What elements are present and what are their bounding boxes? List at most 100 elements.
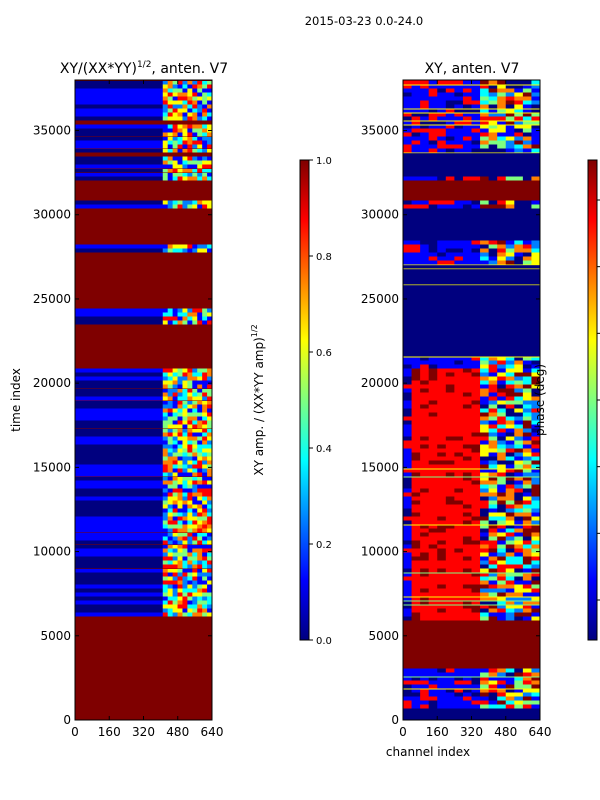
heatmap1-cell [202, 556, 208, 561]
heatmap2-cell [480, 544, 490, 549]
heatmap1-cell [162, 580, 169, 585]
heatmap2-cell [428, 572, 438, 577]
heatmap1-cell [162, 132, 169, 137]
heatmap2-cell [488, 116, 498, 121]
heatmap2-cell [505, 560, 515, 565]
heatmap2-cell [522, 128, 532, 133]
heatmap2-cell [497, 116, 507, 121]
heatmap2-cell [437, 544, 447, 549]
heatmap1-cell [197, 444, 203, 449]
heatmap2-cell [411, 396, 421, 401]
panel-phase: XY, anten. V7 0 160 320 480 640 050001000015… [361, 61, 552, 759]
heatmap2-cell [514, 688, 524, 693]
heatmap1-cell [177, 460, 183, 465]
heatmap2-cell [411, 456, 421, 461]
heatmap2-cell [497, 384, 507, 389]
heatmap1-cell [162, 564, 169, 569]
heatmap2-cell [522, 420, 532, 425]
heatmap2-cell [437, 400, 447, 405]
heatmap2-cell [445, 372, 455, 377]
heatmap2-cell [514, 700, 524, 705]
heatmap2-cell [428, 608, 438, 613]
heatmap1-cell [187, 136, 193, 141]
heatmap2-cell [522, 464, 532, 469]
heatmap1-cell [75, 600, 163, 605]
heatmap1-cell [207, 316, 213, 321]
heatmap2-cell [505, 360, 515, 365]
heatmap2-cell [428, 520, 438, 525]
heatmap1-cell [202, 568, 208, 573]
heatmap1-cell [162, 164, 169, 169]
heatmap2-cell [505, 476, 515, 481]
heatmap2-cell [514, 372, 524, 377]
heatmap2-cell [445, 572, 455, 577]
heatmap2-cell [505, 444, 515, 449]
heatmap2-cell [403, 624, 540, 629]
heatmap2-cell [522, 408, 532, 413]
heatmap2-cell [480, 676, 490, 681]
heatmap1-cell [197, 100, 203, 105]
heatmap1-cell [187, 400, 193, 405]
heatmap2-cell [505, 376, 515, 381]
heatmap2-cell [462, 484, 472, 489]
heatmap2-cell [403, 656, 540, 661]
heatmap2-cell [497, 492, 507, 497]
heatmap1-cell [75, 148, 163, 153]
heatmap2-cell [531, 616, 541, 621]
heatmap1-cell [182, 524, 188, 529]
heatmap2-cell [411, 560, 421, 565]
heatmap2-cell [454, 592, 464, 597]
heatmap2-cell [428, 260, 438, 265]
heatmap2-cell [488, 576, 498, 581]
heatmap1-cell [167, 500, 174, 505]
heatmap1-cell [207, 428, 213, 433]
heatmap2-cell [445, 100, 455, 105]
heatmap1-cell [167, 316, 174, 321]
heatmap2-cell [462, 380, 472, 385]
heatmap2-cell [445, 92, 455, 97]
heatmap1-cell [192, 116, 198, 121]
heatmap2-cell [428, 508, 438, 513]
heatmap1-cell [75, 92, 163, 97]
heatmap2-cell [497, 396, 507, 401]
heatmap2-cell [445, 540, 455, 545]
heatmap2-cell [497, 256, 507, 261]
y-tick-label: 20000 [33, 376, 71, 390]
heatmap2-cell [411, 420, 421, 425]
heatmap2-cell [428, 612, 438, 617]
heatmap2-cell [403, 336, 540, 341]
heatmap1-cell [202, 484, 208, 489]
heatmap1-cell [202, 500, 208, 505]
heatmap2-cell [403, 300, 540, 305]
heatmap2-cell [411, 468, 421, 473]
heatmap1-cell [75, 156, 163, 161]
heatmap1-cell [167, 432, 174, 437]
heatmap2-cell [505, 428, 515, 433]
heatmap2-cell [454, 200, 464, 205]
heatmap2-cell [420, 88, 430, 93]
heatmap1-cell [182, 428, 188, 433]
heatmap2-cell [531, 256, 541, 261]
heatmap1-cell [192, 100, 198, 105]
heatmap2-cell [497, 388, 507, 393]
heatmap2-cell [403, 148, 413, 153]
heatmap1-cell [207, 540, 213, 545]
heatmap2-cell [497, 448, 507, 453]
heatmap2-cell [514, 112, 524, 117]
heatmap1-cell [202, 144, 208, 149]
heatmap2-cell [437, 588, 447, 593]
heatmap1-cell [172, 464, 179, 469]
heatmap2-cell [454, 704, 464, 709]
heatmap2-cell [522, 536, 532, 541]
heatmap1-cell [187, 404, 193, 409]
heatmap1-cell [192, 528, 198, 533]
heatmap2-cell [437, 684, 447, 689]
heatmap2-cell [411, 552, 421, 557]
heatmap2-cell [411, 564, 421, 569]
heatmap1-cell [172, 368, 179, 373]
heatmap2-cell [531, 480, 541, 485]
heatmap2-cell [428, 104, 438, 109]
heatmap2-cell [480, 508, 490, 513]
heatmap1-cell [197, 552, 203, 557]
heatmap2-cell [488, 448, 498, 453]
